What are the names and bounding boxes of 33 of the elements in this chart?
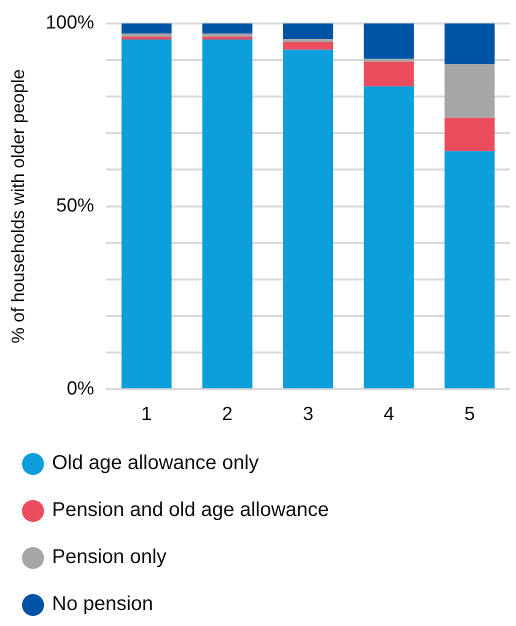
x-tick-label: 5 — [464, 404, 475, 425]
bar — [122, 34, 172, 37]
y-axis-title: % of households with older people — [8, 69, 28, 344]
x-tick-label: 4 — [384, 404, 395, 425]
legend-label: Pension and old age allowance — [52, 499, 329, 522]
bar — [364, 23, 414, 59]
x-tick-label: 1 — [141, 404, 152, 425]
legend-label: Old age allowance only — [52, 452, 259, 475]
y-tick-label: 0% — [66, 378, 94, 400]
bar — [202, 23, 252, 34]
legend-label: No pension — [52, 593, 154, 616]
x-tick-label: 3 — [302, 404, 314, 425]
bar — [283, 50, 334, 388]
bar — [444, 118, 495, 152]
bar — [283, 42, 334, 50]
bar — [364, 86, 414, 388]
legend-label: Pension only — [52, 546, 167, 569]
bar — [444, 23, 495, 64]
bar — [202, 39, 252, 388]
bar — [364, 62, 414, 86]
bar — [202, 34, 252, 37]
x-tick-label: 2 — [222, 404, 233, 425]
y-tick-label: 50% — [56, 196, 94, 217]
bar — [444, 64, 495, 118]
bar — [122, 36, 172, 40]
bar — [283, 23, 334, 40]
bar — [444, 151, 495, 388]
bar — [122, 23, 172, 34]
y-tick-label: 100% — [46, 12, 94, 34]
bar — [283, 39, 334, 42]
bar — [122, 39, 172, 388]
bar — [202, 36, 252, 40]
bar — [364, 58, 414, 62]
